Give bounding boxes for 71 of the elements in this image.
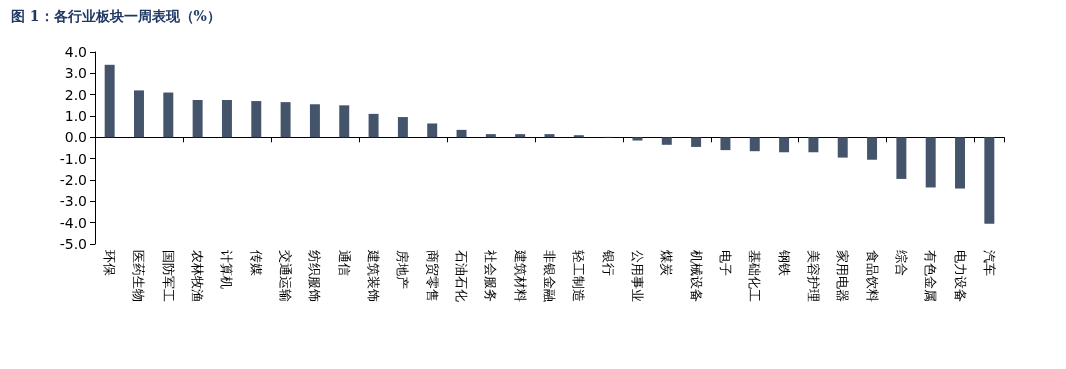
x-tick-label: 农林牧渔 bbox=[190, 250, 206, 302]
bar bbox=[896, 137, 907, 179]
bar bbox=[661, 137, 672, 145]
bar bbox=[779, 137, 790, 153]
x-tick-label: 非银金融 bbox=[542, 250, 557, 302]
x-tick-label: 家用电器 bbox=[835, 250, 851, 302]
x-tick-label: 食品饮料 bbox=[864, 250, 880, 302]
y-tick-label: 1.0 bbox=[64, 108, 87, 124]
x-tick-label: 电力设备 bbox=[952, 250, 968, 302]
x-tick-label: 通信 bbox=[336, 250, 352, 276]
chart-title: 图 1：各行业板块一周表现（%） bbox=[11, 8, 221, 24]
x-tick-label: 煤炭 bbox=[659, 250, 675, 276]
bar bbox=[280, 102, 291, 138]
x-tick-label: 钢铁 bbox=[776, 249, 792, 276]
y-tick-label: 4.0 bbox=[64, 44, 87, 60]
x-tick-label: 综合 bbox=[893, 250, 909, 276]
x-tick-label: 公用事业 bbox=[629, 250, 645, 302]
x-tick-label: 建筑装饰 bbox=[366, 249, 382, 302]
y-tick-label: -4.0 bbox=[59, 214, 87, 231]
x-tick-label: 有色金属 bbox=[923, 250, 939, 302]
x-tick-label: 基础化工 bbox=[747, 250, 763, 302]
bar bbox=[163, 92, 174, 138]
x-tick-label: 美容护理 bbox=[805, 250, 821, 302]
y-tick-label: -5.0 bbox=[59, 236, 87, 252]
bar bbox=[368, 113, 379, 138]
bar bbox=[221, 100, 232, 138]
bar bbox=[427, 123, 438, 138]
y-tick-label: 0.0 bbox=[64, 129, 87, 146]
x-tick-label: 商贸零售 bbox=[424, 250, 440, 302]
bar bbox=[955, 137, 965, 189]
y-tick-label: 3.0 bbox=[64, 65, 87, 82]
x-tick-label: 社会服务 bbox=[483, 250, 499, 302]
x-tick-label: 房地产 bbox=[395, 250, 411, 289]
bar bbox=[632, 137, 643, 141]
y-tick-label: -3.0 bbox=[59, 193, 87, 210]
x-tick-label: 国防军工 bbox=[160, 250, 176, 302]
bar bbox=[573, 135, 584, 138]
bar bbox=[925, 137, 936, 188]
x-tick-label: 汽车 bbox=[981, 250, 997, 276]
bar bbox=[456, 129, 467, 138]
x-tick-label: 电子 bbox=[717, 250, 733, 276]
bar bbox=[515, 134, 526, 138]
x-tick-label: 传媒 bbox=[248, 250, 264, 276]
x-tick-label: 医药生物 bbox=[131, 250, 147, 302]
bar bbox=[339, 105, 350, 138]
bar bbox=[984, 137, 995, 224]
x-tick-label: 纺织服饰 bbox=[307, 250, 323, 302]
x-tick-label: 银行 bbox=[600, 249, 616, 276]
bar bbox=[749, 137, 760, 152]
x-tick-label: 机械设备 bbox=[688, 250, 704, 302]
x-tick-label: 轻工制造 bbox=[571, 250, 587, 302]
bar bbox=[397, 117, 408, 138]
x-tick-label: 石油石化 bbox=[454, 250, 470, 302]
bar bbox=[192, 100, 203, 138]
bar bbox=[720, 137, 731, 151]
x-tick-label: 计算机 bbox=[219, 250, 235, 289]
bar bbox=[867, 137, 878, 160]
x-tick-label: 建筑材料 bbox=[512, 249, 528, 302]
bar bbox=[837, 137, 848, 158]
bar bbox=[134, 90, 144, 138]
bar bbox=[251, 101, 262, 138]
x-tick-label: 环保 bbox=[102, 250, 118, 276]
bar bbox=[104, 64, 115, 138]
x-tick-label: 交通运输 bbox=[278, 250, 294, 302]
y-tick-label: 2.0 bbox=[64, 86, 87, 103]
bar bbox=[691, 137, 702, 147]
bar bbox=[485, 134, 496, 138]
y-tick-label: -2.0 bbox=[59, 172, 87, 188]
bar bbox=[808, 137, 819, 153]
y-tick-label: -1.0 bbox=[59, 150, 87, 167]
bar bbox=[309, 104, 320, 138]
